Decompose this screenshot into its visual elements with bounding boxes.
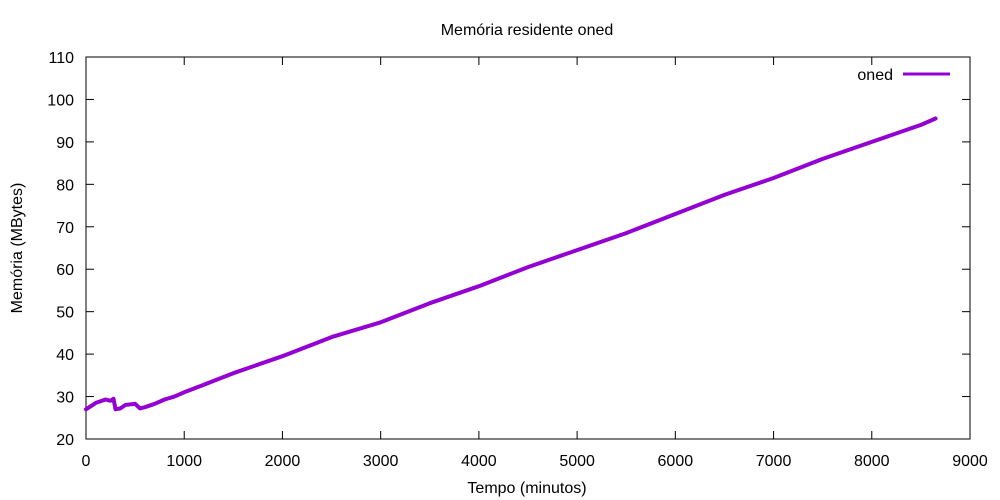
y-tick-label: 20 [56,432,74,449]
y-tick-label: 30 [56,390,74,407]
y-tick-label: 90 [56,135,74,152]
series-line-oned [84,116,938,412]
x-tick-label: 4000 [461,453,497,470]
x-tick-label: 6000 [658,453,694,470]
x-tick-label: 8000 [854,453,890,470]
x-tick-label: 2000 [265,453,301,470]
x-tick-label: 7000 [756,453,792,470]
chart-title: Memória residente oned [441,22,614,39]
plot-frame [85,56,971,440]
x-axis-label: Tempo (minutos) [467,480,586,497]
x-tick-label: 3000 [363,453,399,470]
y-tick-label: 70 [56,220,74,237]
y-tick-label: 50 [56,305,74,322]
x-axis: 0 1000 2000 3000 4000 5000 6000 7000 8000 9000 [82,57,988,470]
x-tick-label: 9000 [952,453,988,470]
y-tick-label: 100 [47,92,74,109]
x-tick-label: 5000 [559,453,595,470]
legend-label-oned: oned [857,67,893,84]
x-tick-label: 0 [82,453,91,470]
legend: oned [857,67,950,84]
y-axis: 20 30 40 50 60 70 80 90 100 110 [47,50,970,449]
y-tick-label: 110 [48,50,74,67]
y-tick-label: 60 [56,262,74,279]
y-tick-label: 80 [56,177,74,194]
y-axis-label: Memória (MBytes) [9,183,26,314]
y-tick-label: 40 [56,347,74,364]
series-layer [84,116,938,412]
x-tick-label: 1000 [166,453,202,470]
